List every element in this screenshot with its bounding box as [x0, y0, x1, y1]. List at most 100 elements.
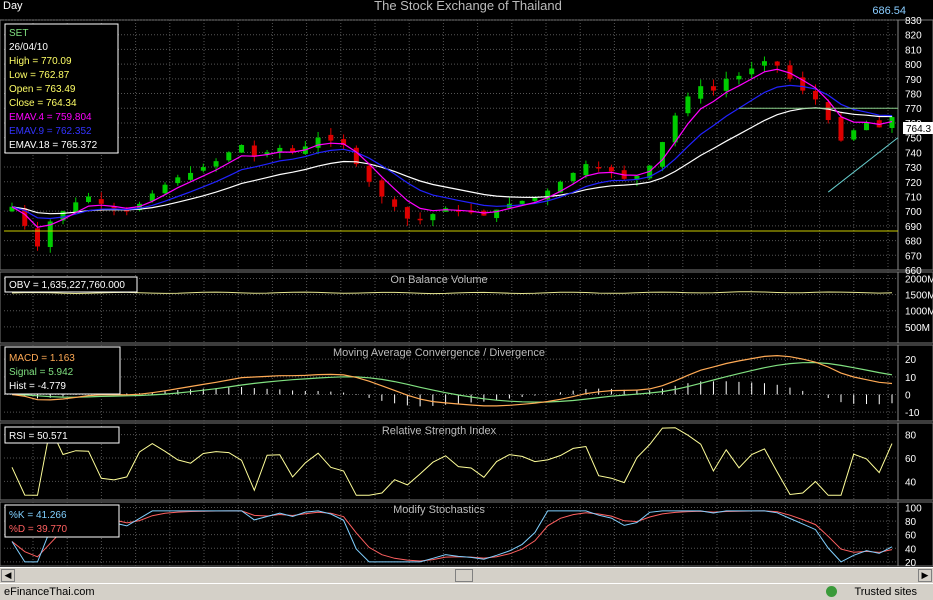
candle-up — [226, 152, 232, 161]
rsi-title: Relative Strength Index — [382, 425, 497, 437]
macd-tick-label: -10 — [905, 408, 920, 419]
candle-up — [149, 193, 155, 201]
scroll-thumb[interactable] — [455, 569, 473, 582]
candle-down — [838, 117, 844, 141]
obv-line — [11, 291, 893, 295]
candle-up — [188, 172, 194, 180]
price-tick-label: 740 — [905, 148, 922, 159]
rsi-line — [11, 426, 893, 496]
stoch-tick-label: 100 — [905, 503, 922, 514]
candle-down — [111, 206, 117, 209]
price-tick-label: 780 — [905, 90, 922, 101]
rsi-tick-label: 40 — [905, 477, 917, 488]
price-tick-label: 750 — [905, 134, 922, 145]
candle-up — [672, 115, 678, 143]
stoch-title: Modify Stochastics — [393, 504, 485, 516]
candle-down — [455, 210, 461, 212]
candle-up — [519, 200, 525, 204]
trusted-zone-icon — [826, 586, 837, 597]
price-panel — [4, 56, 899, 253]
signal-readout: Signal = 5.942 — [9, 367, 74, 378]
candle-up — [239, 145, 245, 153]
candle-down — [251, 145, 257, 157]
candle-up — [557, 181, 563, 193]
price-tick-label: 690 — [905, 222, 922, 233]
candle-up — [889, 117, 895, 129]
header-value: 686.54 — [872, 5, 906, 17]
scroll-right-button[interactable]: ▶ — [918, 569, 932, 582]
obv-title: On Balance Volume — [390, 274, 487, 286]
info-emav18: EMAV.18 = 765.372 — [9, 140, 98, 151]
info-open: Open = 763.49 — [9, 84, 76, 95]
obv-tick-label: 1500M — [905, 291, 933, 302]
candle-up — [659, 142, 665, 167]
candle-up — [73, 202, 79, 213]
rsi-tick-label: 60 — [905, 454, 917, 465]
obv-tick-label: 1000M — [905, 307, 933, 318]
price-tick-label: 820 — [905, 31, 922, 42]
stoch-tick-label: 40 — [905, 544, 917, 555]
status-right-text: Trusted sites — [854, 586, 917, 598]
candle-up — [9, 206, 15, 212]
obv-tick-label: 2000M — [905, 274, 933, 285]
candle-up — [200, 167, 206, 171]
candle-down — [774, 61, 780, 66]
scroll-left-button[interactable]: ◀ — [1, 569, 15, 582]
candle-up — [494, 209, 500, 219]
axis-ticks: 6706806907007107207307407507607707807908… — [905, 16, 933, 569]
price-tick-label: 660 — [905, 266, 922, 277]
last-price-label: 764.3 — [906, 124, 931, 135]
candle-down — [353, 147, 359, 165]
candle-down — [710, 86, 716, 91]
obv-panel-border — [0, 271, 933, 344]
hist-readout: Hist = -4.779 — [9, 381, 66, 392]
price-tick-label: 800 — [905, 60, 922, 71]
candle-down — [812, 90, 818, 100]
macd-panel-labels: Moving Average Convergence / Divergence … — [4, 346, 545, 395]
candle-down — [341, 139, 347, 145]
candle-up — [583, 164, 589, 176]
diagonal-trendline — [827, 137, 899, 193]
info-symbol: SET — [9, 28, 28, 39]
period-label: Day — [3, 0, 23, 12]
candle-down — [417, 218, 423, 221]
rsi-tick-label: 80 — [905, 431, 917, 442]
candle-up — [749, 68, 755, 75]
candle-up — [736, 75, 742, 80]
candle-up — [851, 130, 857, 140]
candle-up — [570, 172, 576, 182]
info-date: 26/04/10 — [9, 42, 48, 53]
info-emav4: EMAV.4 = 759.804 — [9, 112, 92, 123]
rsi-readout: RSI = 50.571 — [9, 431, 68, 442]
price-tick-label: 830 — [905, 16, 922, 27]
candle-up — [685, 96, 691, 114]
stoch-k-line — [11, 510, 893, 563]
macd-tick-label: 10 — [905, 373, 917, 384]
candle-up — [277, 147, 283, 153]
candle-up — [761, 61, 767, 66]
macd-panel-border — [0, 344, 933, 422]
horizontal-scrollbar[interactable]: ◀ ▶ — [0, 567, 933, 583]
price-tick-label: 790 — [905, 75, 922, 86]
stoch-tick-label: 80 — [905, 517, 917, 528]
candle-up — [315, 137, 321, 148]
price-tick-label: 670 — [905, 251, 922, 262]
obv-tick-label: 500M — [905, 323, 930, 334]
candle-up — [634, 175, 640, 180]
candle-up — [545, 190, 551, 200]
macd-tick-label: 20 — [905, 355, 917, 366]
price-tick-label: 810 — [905, 45, 922, 56]
rsi-panel-border — [0, 422, 933, 501]
candle-up — [86, 196, 92, 202]
emav18-line — [11, 107, 892, 215]
candle-up — [175, 177, 181, 184]
stoch-k-readout: %K = 41.266 — [9, 510, 67, 521]
obv-panel-labels: On Balance Volume OBV = 1,635,227,760.00… — [4, 274, 488, 293]
candle-down — [608, 167, 614, 172]
info-low: Low = 762.87 — [9, 70, 70, 81]
price-tick-label: 730 — [905, 163, 922, 174]
candle-up — [162, 184, 168, 194]
candle-up — [532, 197, 538, 201]
emav9-line — [11, 84, 893, 220]
grid-lines — [0, 19, 933, 567]
